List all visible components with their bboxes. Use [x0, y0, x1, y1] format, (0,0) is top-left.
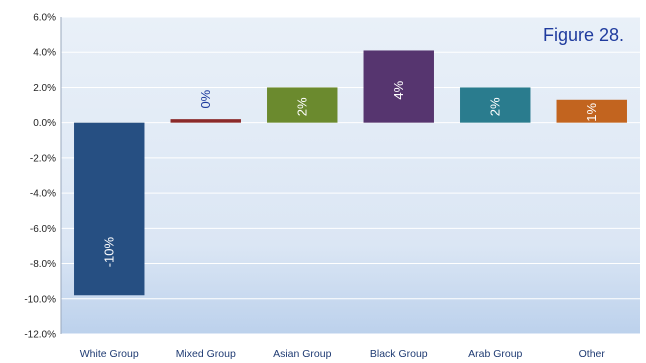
bar — [363, 50, 434, 123]
data-labels: -10% 0% 2% 4% 2% 1% — [102, 80, 600, 267]
bar — [267, 87, 338, 123]
figure-label: Figure 28. — [543, 25, 624, 45]
bar — [556, 99, 627, 123]
x-tick-label: Mixed Group — [176, 348, 236, 360]
data-label: 4% — [391, 80, 406, 99]
x-tick-label: Black Group — [370, 348, 428, 360]
x-tick-label: Asian Group — [273, 348, 332, 360]
x-tick-label: White Group — [80, 348, 139, 360]
data-label: 2% — [295, 97, 310, 116]
data-label: 2% — [488, 97, 503, 116]
y-tick-label: -6.0% — [30, 224, 56, 235]
bar — [74, 122, 145, 296]
y-tick-label: -4.0% — [30, 189, 56, 200]
y-tick-label: 6.0% — [33, 13, 56, 24]
bar — [170, 119, 241, 123]
y-tick-label: -8.0% — [30, 259, 56, 270]
data-label: 1% — [584, 103, 599, 122]
y-axis: 6.0% 4.0% 2.0% 0.0% -2.0% -4.0% -6.0% -8.0% -10.… — [24, 13, 62, 341]
bars — [74, 50, 627, 296]
y-tick-label: -10.0% — [24, 294, 56, 305]
y-tick-label: 4.0% — [33, 48, 56, 59]
x-tick-label: Arab Group — [468, 348, 522, 360]
y-tick-label: 0.0% — [33, 118, 56, 129]
gridlines — [61, 16, 640, 335]
y-tick-label: -2.0% — [30, 153, 56, 164]
y-tick-label: 2.0% — [33, 83, 56, 94]
y-tick-label: -12.0% — [24, 330, 56, 341]
data-label: 0% — [198, 89, 213, 108]
plot-area — [61, 17, 640, 334]
x-tick-label: Other — [579, 348, 606, 360]
bar — [460, 87, 531, 123]
x-axis: White Group Mixed Group Asian Group Black G… — [80, 348, 606, 360]
data-label: -10% — [102, 236, 117, 267]
